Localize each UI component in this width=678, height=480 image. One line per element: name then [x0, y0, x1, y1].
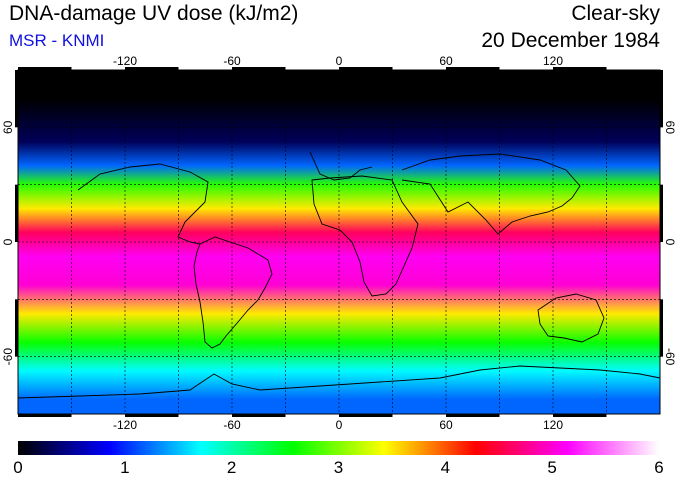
- uv-dose-map: -120 -60 0 60 120 -120 -60 0 60 120 60 0…: [1, 54, 677, 432]
- colorbar-label: 1: [120, 458, 130, 477]
- frame-tick-bar: [553, 67, 607, 70]
- lon-label-bottom: -60: [223, 418, 241, 432]
- lon-label-top: 120: [543, 54, 563, 68]
- lon-label-bottom: 60: [439, 418, 453, 432]
- coastline-africa: [311, 175, 419, 297]
- frame-tick-bar: [446, 414, 500, 417]
- coastline-south-america: [193, 236, 273, 349]
- coastline-asia: [401, 153, 581, 235]
- coastline-north-america: [77, 163, 209, 245]
- colorbar-label: 6: [654, 458, 664, 477]
- graticule: [18, 70, 660, 414]
- colorbar-label: 3: [333, 458, 344, 477]
- lon-label-top: -60: [223, 54, 241, 68]
- colorbar-label: 2: [226, 458, 237, 477]
- coastline-europe: [309, 151, 373, 181]
- frame-tick-bar: [125, 67, 179, 70]
- colorbar: [18, 441, 659, 455]
- coastline-antarctica: [18, 365, 660, 399]
- date-label: 20 December 1984: [481, 29, 660, 52]
- frame-tick-bar: [553, 414, 607, 417]
- coastline-australia: [537, 293, 605, 343]
- lon-label-top: -120: [113, 54, 137, 68]
- frame-tick-bar: [232, 67, 286, 70]
- lat-label-left: 0: [1, 238, 15, 245]
- map-title: DNA-damage UV dose (kJ/m2): [9, 2, 299, 25]
- lon-label-bottom: 120: [543, 418, 563, 432]
- frame-tick-bar: [660, 184, 663, 242]
- source-label: MSR - KNMI: [9, 31, 105, 50]
- frame-tick-bar: [15, 299, 18, 357]
- colorbar-label: 5: [547, 458, 557, 477]
- frame-tick-bar: [339, 414, 393, 417]
- lon-label-top: 0: [336, 54, 343, 68]
- coastlines: [18, 151, 660, 399]
- sky-condition-label: Clear-sky: [571, 2, 660, 25]
- lon-label-top: 60: [439, 54, 453, 68]
- frame-tick-bar: [18, 414, 72, 417]
- lon-label-bottom: 0: [336, 418, 343, 432]
- colorbar-label: 0: [13, 458, 23, 477]
- lat-label-right: 60: [663, 121, 677, 135]
- frame-tick-bar: [660, 70, 663, 128]
- frame-tick-bar: [446, 67, 500, 70]
- frame-tick-bar: [18, 67, 72, 70]
- lat-label-right: -60: [663, 348, 677, 366]
- lat-label-left: -60: [1, 348, 15, 366]
- frame-tick-bar: [232, 414, 286, 417]
- colorbar-label: 4: [440, 458, 451, 477]
- frame-tick-bar: [125, 414, 179, 417]
- frame-tick-bar: [660, 299, 663, 357]
- lon-label-bottom: -120: [113, 418, 137, 432]
- frame-tick-bar: [15, 184, 18, 242]
- lat-label-left: 60: [1, 120, 15, 134]
- frame-tick-bar: [339, 67, 393, 70]
- frame-tick-marks: [15, 67, 663, 417]
- lat-label-right: 0: [663, 239, 677, 246]
- frame-tick-bar: [15, 70, 18, 128]
